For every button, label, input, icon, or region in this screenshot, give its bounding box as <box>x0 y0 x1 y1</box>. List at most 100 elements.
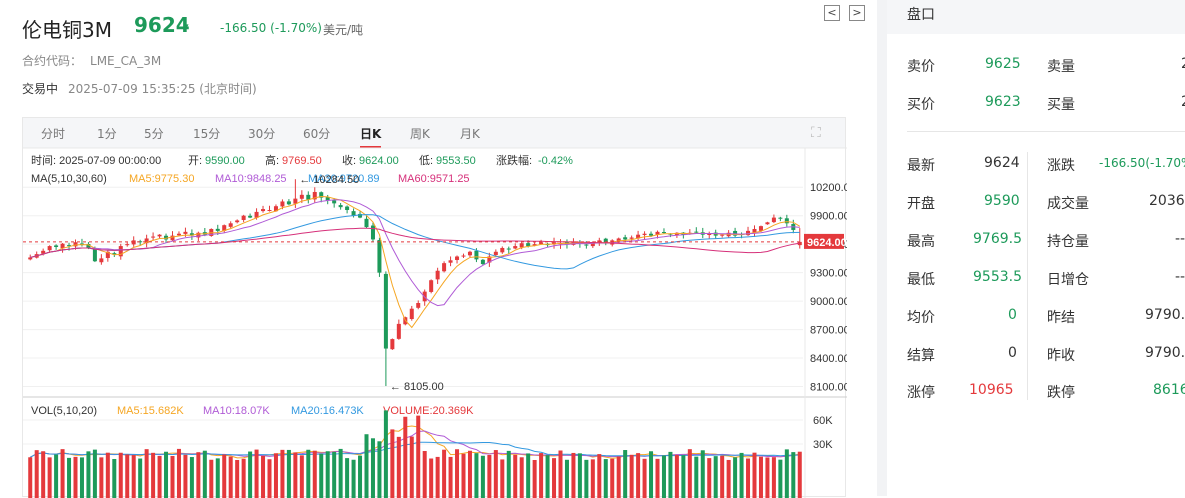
volume-bar <box>286 449 291 498</box>
divider <box>907 131 1185 132</box>
volume-bar <box>668 451 673 498</box>
tab-monthly-k[interactable]: 月K <box>460 127 480 141</box>
volume-bar <box>215 458 220 498</box>
candle-body <box>254 211 259 218</box>
candle-body <box>241 215 246 220</box>
volume-bar <box>267 459 272 498</box>
volume-bar <box>370 438 375 498</box>
high-label: 最高 <box>907 234 935 250</box>
volume-bar <box>383 410 388 498</box>
buy-price-label: 买价 <box>907 97 935 113</box>
candle-body <box>228 223 233 227</box>
candle-body <box>758 226 763 231</box>
candle-body <box>215 228 220 231</box>
volume-tick-label: 30K <box>813 439 833 451</box>
volume-bar <box>170 455 175 498</box>
vol-ma10: MA10:18.07K <box>203 405 270 417</box>
volume-bar <box>241 458 246 498</box>
volume-bar <box>99 457 104 498</box>
volume-bar <box>325 451 330 498</box>
volume-bar <box>118 452 123 498</box>
vol-ma20: MA20:16.473K <box>291 405 364 417</box>
last-value: 9624 <box>984 155 1020 171</box>
volume-bar <box>707 458 712 498</box>
candle-body <box>429 280 434 292</box>
tab-60min[interactable]: 60分 <box>303 127 331 141</box>
volume-bar <box>564 459 569 498</box>
volume-bar <box>125 454 130 498</box>
sell-price: 9625 <box>985 56 1021 72</box>
candle-body <box>345 206 350 211</box>
volume-bar <box>416 415 421 498</box>
candle-body <box>261 209 266 212</box>
candle-body <box>461 255 466 257</box>
prev-button[interactable]: < <box>824 5 840 21</box>
fullscreen-icon[interactable]: ⛶ <box>811 125 821 141</box>
info-time: 时间: 2025-07-09 00:00:00 <box>31 154 161 167</box>
candle-body <box>442 263 447 272</box>
info-high: 9769.50 <box>282 155 322 167</box>
candle-body <box>28 257 33 260</box>
volume-bar <box>409 436 414 498</box>
volume-bar <box>248 451 253 498</box>
volume-bar <box>455 449 460 498</box>
max-price-label: ← 10284.50 <box>299 174 359 186</box>
candle-body <box>467 251 472 256</box>
candle-body <box>642 233 647 235</box>
candle-body <box>655 231 660 235</box>
volume-bar <box>610 458 615 498</box>
volume-bar <box>758 456 763 498</box>
prev-settle-label: 昨结 <box>1047 310 1075 326</box>
volume-bar <box>299 455 304 498</box>
candle-body <box>636 234 641 239</box>
tab-weekly-k[interactable]: 周K <box>410 127 430 141</box>
volume-bar <box>332 451 337 498</box>
volume-bar <box>720 455 725 498</box>
tab-5min[interactable]: 5分 <box>144 127 164 141</box>
volume-bar <box>34 450 39 498</box>
volume-bar <box>390 429 395 498</box>
contract-code-value: LME_CA_3M <box>90 54 162 68</box>
volume-bar <box>86 451 91 498</box>
candle-body <box>519 243 524 248</box>
candle-body <box>616 238 621 242</box>
avg-value: 0 <box>1008 307 1017 323</box>
info-open: 9590.00 <box>205 155 245 167</box>
volume-value: 20369 <box>1149 193 1185 209</box>
candle-body <box>480 259 485 265</box>
volume-bar <box>539 453 544 498</box>
tab-15min[interactable]: 15分 <box>193 127 221 141</box>
volume-bar <box>571 452 576 498</box>
volume-bar <box>235 459 240 498</box>
tab-intraday[interactable]: 分时 <box>41 127 66 141</box>
volume-bar <box>67 457 72 498</box>
ma60-line <box>30 227 800 258</box>
candle-body <box>733 230 738 236</box>
volume-bar <box>403 416 408 498</box>
kline-chart[interactable]: 时间: 2025-07-09 00:00:00 开: 9590.00 高: 97… <box>23 118 847 498</box>
volume-bar <box>726 459 731 498</box>
down-arrow-icon: ▾ <box>184 22 189 32</box>
next-button[interactable]: > <box>849 5 865 21</box>
sell-price-label: 卖价 <box>907 59 935 75</box>
volume-bar <box>429 458 434 498</box>
tab-daily-k[interactable]: 日K <box>360 127 382 148</box>
candle-body <box>176 233 181 236</box>
volume-bar <box>674 455 679 498</box>
contract-code: 合约代码： LME_CA_3M <box>22 52 161 69</box>
volume-bar <box>797 451 802 498</box>
candle-body <box>590 242 595 247</box>
info-high-label: 高: <box>265 153 279 167</box>
volume-bar <box>144 449 149 498</box>
volume-bar <box>778 459 783 498</box>
tab-1min[interactable]: 1分 <box>97 127 117 141</box>
volume-bar <box>513 454 518 498</box>
tab-30min[interactable]: 30分 <box>248 127 276 141</box>
candle-body <box>552 242 557 245</box>
candle-body <box>771 217 776 223</box>
volume-bar <box>616 456 621 498</box>
settle-value: 0 <box>1008 345 1017 361</box>
candle-body <box>280 201 285 207</box>
volume-bar <box>54 454 59 498</box>
current-price-tag <box>804 233 844 249</box>
